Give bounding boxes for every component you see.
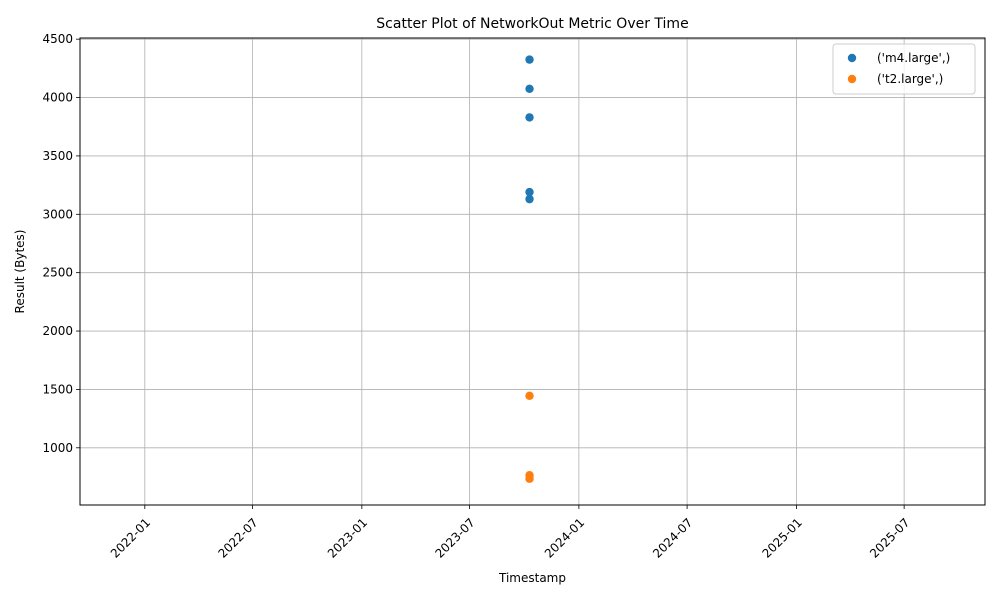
data-point [525,55,534,64]
x-tick-label: 2024-07 [650,515,695,560]
plot-frame [79,37,986,506]
x-tick-label: 2022-01 [108,515,153,560]
x-tick-label: 2025-01 [759,515,804,560]
x-tick-label: 2025-07 [867,515,912,560]
data-point [525,113,534,122]
x-tick-label: 2022-07 [215,515,260,560]
legend-box [832,43,976,95]
chart-title: Scatter Plot of NetworkOut Metric Over T… [376,16,688,32]
data-point [525,391,534,401]
y-tick-label: 1500 [42,382,73,396]
data-points [525,55,534,483]
axis-ticks: 2022-01 2022-07 2023-01 2023-07 2024-01 2024-… [42,32,912,561]
data-point [525,84,534,93]
legend-marker [847,53,857,63]
y-tick-label: 2000 [42,324,73,338]
legend-label: ('m4.large',) [877,51,950,65]
x-axis-label: Timestamp [498,571,566,585]
y-axis-label: Result (Bytes) [13,230,27,314]
y-tick-label: 1000 [42,441,73,455]
y-tick-label: 3500 [42,149,73,163]
legend: ('m4.large',) ('t2.large',) [832,43,976,95]
x-tick-label: 2024-01 [542,515,587,560]
data-point [525,474,534,483]
data-point [525,187,534,197]
data-point [525,194,534,204]
x-tick-label: 2023-07 [432,515,477,560]
x-tick-label: 2023-01 [325,515,370,560]
grid [80,38,985,505]
legend-marker [847,74,857,84]
y-tick-label: 4500 [42,32,73,46]
y-tick-label: 2500 [42,266,73,280]
legend-label: ('t2.large',) [877,72,943,86]
y-tick-label: 3000 [42,207,73,221]
y-tick-label: 4000 [42,91,73,105]
